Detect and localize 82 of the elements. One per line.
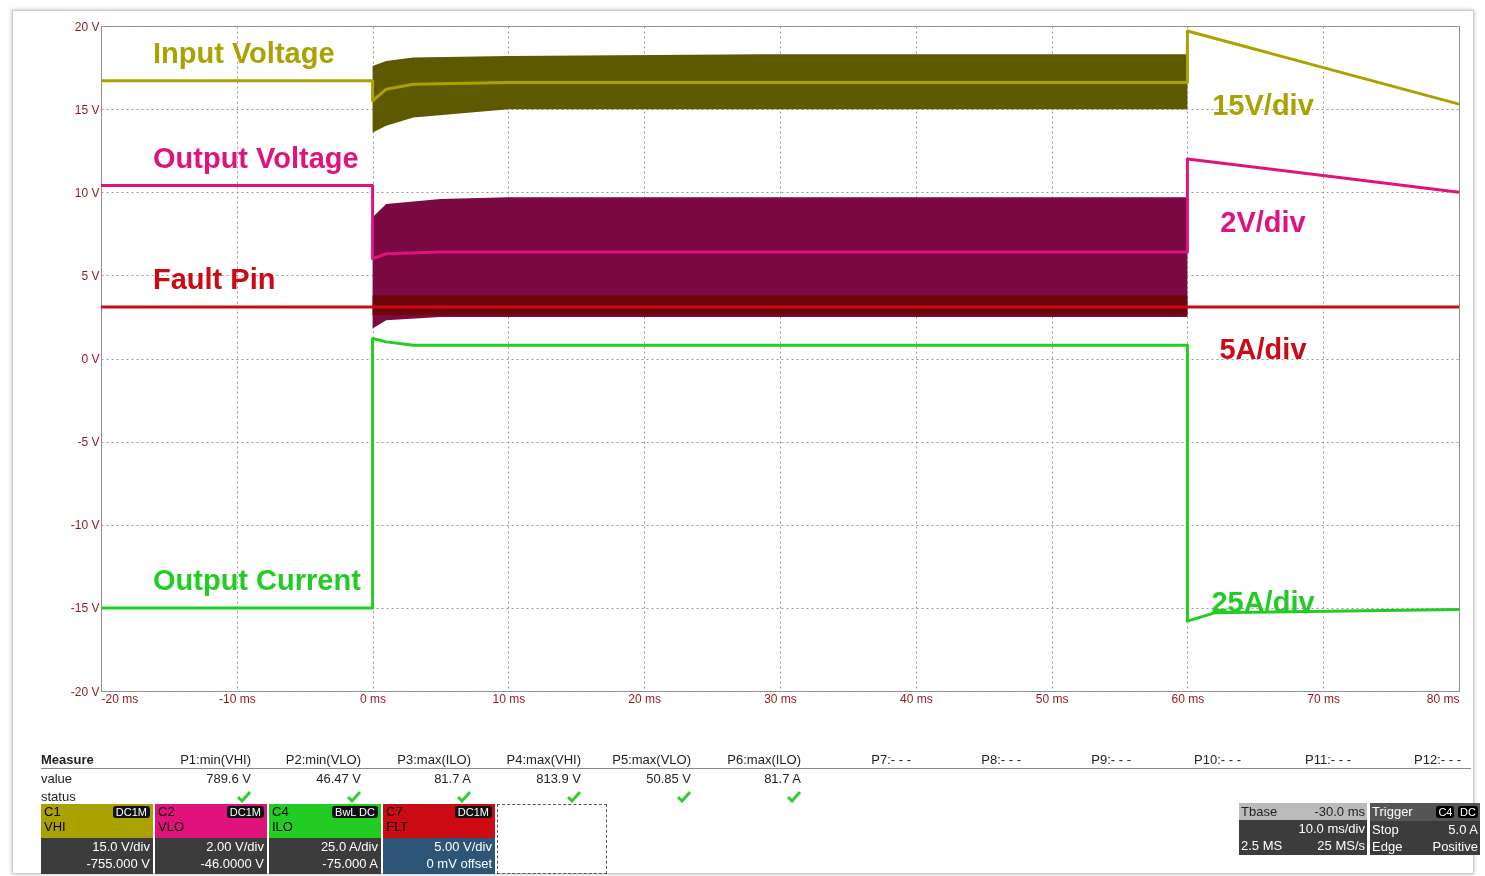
annotation: 15V/div xyxy=(1211,89,1315,122)
text: Measure xyxy=(41,751,95,767)
text: 10.0 ms/div xyxy=(1298,820,1365,837)
line-series xyxy=(99,337,1461,623)
text: 15.0 V/div xyxy=(91,838,150,855)
text: 50.85 V xyxy=(645,770,691,786)
x-tick-label: 70 ms xyxy=(1307,691,1341,706)
text: Trigger xyxy=(1372,803,1413,821)
y-tick-label: 10 V xyxy=(74,185,100,200)
text: P11:- - - xyxy=(1304,751,1351,767)
text: 25 MS/s xyxy=(1317,837,1365,854)
text: P4:max(VHI) xyxy=(505,751,581,767)
text: P6:max(ILO) xyxy=(726,751,801,767)
text: -46.0000 V xyxy=(199,855,264,872)
text: C4 xyxy=(272,804,289,819)
text: VHI xyxy=(44,819,67,834)
text: value xyxy=(41,770,74,786)
x-tick-label: -10 ms xyxy=(218,691,256,706)
series-label: Input Voltage xyxy=(153,36,335,69)
x-tick-label: 40 ms xyxy=(899,691,933,706)
text: 2.5 MS xyxy=(1241,837,1283,854)
y-tick-label: 5 V xyxy=(81,268,100,283)
series-label: Output Current xyxy=(153,563,362,596)
x-tick-label: 0 ms xyxy=(360,691,387,706)
text: -755.000 V xyxy=(85,855,150,872)
x-tick-label: -20 ms xyxy=(101,691,139,706)
y-tick-label: -10 V xyxy=(70,518,100,533)
text: C2 xyxy=(158,804,175,819)
text: P3:max(ILO) xyxy=(396,751,471,767)
text: 46.47 V xyxy=(315,770,361,786)
text: 25.0 A/div xyxy=(319,838,378,855)
text: P2:min(VLO) xyxy=(284,751,361,767)
text: ILO xyxy=(272,819,294,834)
y-tick-label: 0 V xyxy=(81,352,100,366)
text: 5.0 A xyxy=(1448,821,1478,838)
text: -75.000 A xyxy=(321,855,378,872)
text: Stop xyxy=(1372,821,1399,838)
text: P9:- - - xyxy=(1090,751,1131,767)
y-tick-label: -20 V xyxy=(70,684,100,699)
x-tick-label: 80 ms xyxy=(1426,691,1460,706)
text: 813.9 V xyxy=(535,770,581,786)
annotation: 2V/div xyxy=(1219,206,1307,239)
text: C7 xyxy=(386,804,403,819)
x-tick-label: 30 ms xyxy=(764,691,797,706)
y-tick-label: 15 V xyxy=(74,102,100,117)
series-label: Output Voltage xyxy=(153,141,359,174)
text: P1:min(VHI) xyxy=(179,751,251,767)
text: 789.6 V xyxy=(205,770,251,786)
x-tick-label: 50 ms xyxy=(1035,691,1069,706)
text: 81.7 A xyxy=(433,770,471,786)
text: C4 xyxy=(1436,806,1455,818)
text: DC1M xyxy=(112,806,150,818)
text: 81.7 A xyxy=(763,770,801,786)
text: Tbase xyxy=(1241,803,1278,820)
text: -30.0 ms xyxy=(1314,803,1365,820)
x-tick-label: 10 ms xyxy=(492,691,526,706)
annotation: 25A/div xyxy=(1210,586,1316,619)
x-tick-label: 60 ms xyxy=(1171,691,1205,706)
text: Positive xyxy=(1432,838,1478,855)
text: DC1M xyxy=(454,806,492,818)
text: Edge xyxy=(1372,838,1403,855)
y-tick-label: 20 V xyxy=(74,19,100,34)
text: status xyxy=(41,788,77,804)
text: FLT xyxy=(386,819,410,834)
text: BwL DC xyxy=(332,806,378,818)
text: C1 xyxy=(44,804,61,819)
text: DC xyxy=(1458,806,1478,818)
annotation: 5A/div xyxy=(1218,333,1308,366)
text: 5.00 V/div xyxy=(433,838,492,855)
text: 2.00 V/div xyxy=(205,838,264,855)
text: DC1M xyxy=(226,806,264,818)
text: VLO xyxy=(158,819,185,834)
text: P7:- - - xyxy=(870,751,911,767)
text: P10:- - - xyxy=(1193,751,1241,767)
y-tick-label: -15 V xyxy=(70,601,100,616)
text: 0 mV offset xyxy=(425,855,492,872)
text: P12:- - - xyxy=(1413,751,1461,767)
series-label: Fault Pin xyxy=(153,262,276,295)
text: P8:- - - xyxy=(980,751,1021,767)
y-tick-label: -5 V xyxy=(77,435,100,450)
text: P5:max(VLO) xyxy=(611,751,691,767)
x-tick-label: 20 ms xyxy=(628,691,662,706)
